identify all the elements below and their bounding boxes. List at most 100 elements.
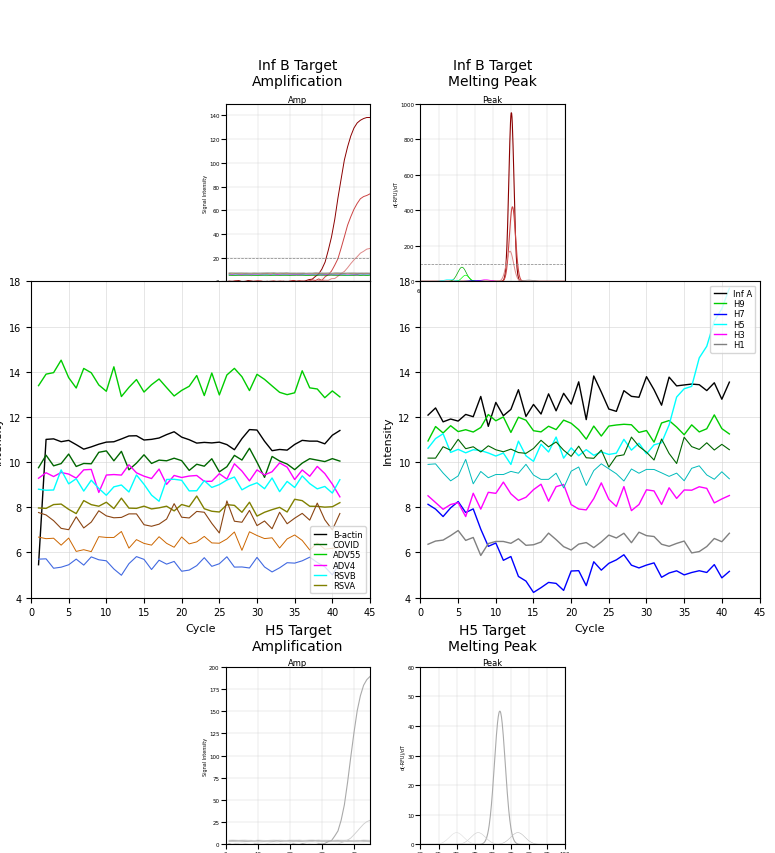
RSVB	[237, 485, 246, 496]
ADV55	[154, 374, 164, 385]
B-actin	[253, 426, 262, 436]
RSVB	[57, 465, 66, 475]
H3	[634, 500, 643, 510]
H5	[642, 450, 651, 460]
H9	[544, 421, 553, 432]
COVID	[200, 461, 209, 472]
H3	[514, 496, 523, 506]
Inf A	[423, 410, 432, 421]
H5	[461, 448, 470, 458]
ADV55	[124, 383, 133, 393]
H9	[581, 434, 591, 444]
ADV4	[79, 465, 88, 475]
Title: Peak: Peak	[483, 96, 503, 105]
ADV4	[222, 474, 232, 485]
RSVB	[147, 490, 157, 501]
ADV4	[102, 470, 111, 480]
H3	[725, 490, 734, 501]
H7	[717, 573, 726, 583]
RSVA	[102, 497, 111, 508]
RSVA	[312, 502, 322, 512]
H5	[544, 447, 553, 457]
B-actin	[132, 431, 141, 441]
COVID	[184, 466, 194, 476]
Line: RSVB: RSVB	[39, 470, 340, 502]
H1	[431, 537, 440, 547]
ADV4	[184, 472, 194, 482]
Line: H3: H3	[428, 483, 729, 517]
ADV4	[290, 475, 299, 485]
Inf A	[484, 421, 493, 432]
H1	[604, 531, 614, 541]
H9	[657, 418, 666, 428]
H1	[710, 534, 719, 544]
RSVA	[328, 502, 337, 513]
Inf A	[725, 378, 734, 388]
H3	[469, 489, 478, 499]
ADV4	[87, 465, 96, 475]
H3	[552, 482, 561, 492]
Line: H7: H7	[428, 502, 729, 593]
H3	[536, 479, 546, 490]
Inf A	[431, 403, 440, 414]
H5	[469, 445, 478, 456]
RSVA	[94, 502, 103, 512]
H5	[522, 451, 531, 461]
B-actin	[124, 432, 133, 442]
COVID	[132, 458, 141, 468]
RSVB	[215, 480, 224, 490]
H3	[544, 496, 553, 507]
ADV4	[298, 465, 307, 475]
H7	[589, 557, 598, 567]
ADV55	[305, 383, 315, 393]
RSVA	[229, 501, 239, 511]
ADV55	[222, 370, 232, 380]
Title: Peak: Peak	[483, 658, 503, 667]
COVID	[41, 450, 50, 461]
H1	[687, 548, 697, 559]
RSVB	[132, 470, 141, 480]
H3	[619, 482, 629, 492]
H5	[687, 382, 697, 392]
H3	[491, 489, 501, 499]
B-actin	[117, 434, 126, 444]
RSVA	[109, 504, 119, 514]
Line: Inf A: Inf A	[428, 376, 729, 426]
RSVB	[94, 484, 103, 494]
H7	[687, 568, 697, 578]
Inf A	[506, 405, 515, 415]
RSVA	[260, 508, 269, 518]
H7	[439, 512, 448, 522]
RSVA	[154, 503, 164, 514]
H5	[514, 437, 523, 447]
H5	[506, 460, 515, 470]
H5	[634, 438, 643, 449]
B-actin	[222, 440, 232, 450]
ADV4	[305, 472, 315, 482]
H1	[574, 539, 584, 549]
COVID	[117, 447, 126, 457]
RSVA	[192, 491, 202, 502]
B-actin	[200, 438, 209, 448]
H5	[604, 450, 614, 460]
COVID	[245, 444, 254, 454]
H3	[717, 494, 726, 504]
Inf A	[680, 380, 689, 391]
ADV55	[245, 386, 254, 397]
H3	[657, 500, 666, 510]
ADV55	[49, 368, 58, 379]
H5	[536, 439, 546, 450]
H1	[619, 529, 629, 539]
Line: ADV4: ADV4	[39, 463, 340, 497]
H5	[597, 447, 606, 457]
RSVA	[177, 500, 186, 510]
ADV55	[140, 387, 149, 397]
ADV55	[320, 393, 329, 403]
RSVA	[275, 502, 284, 513]
H7	[634, 563, 643, 573]
H9	[702, 424, 711, 434]
Inf A	[627, 392, 636, 402]
H1	[642, 531, 651, 541]
COVID	[162, 456, 171, 467]
Inf A	[499, 411, 508, 421]
